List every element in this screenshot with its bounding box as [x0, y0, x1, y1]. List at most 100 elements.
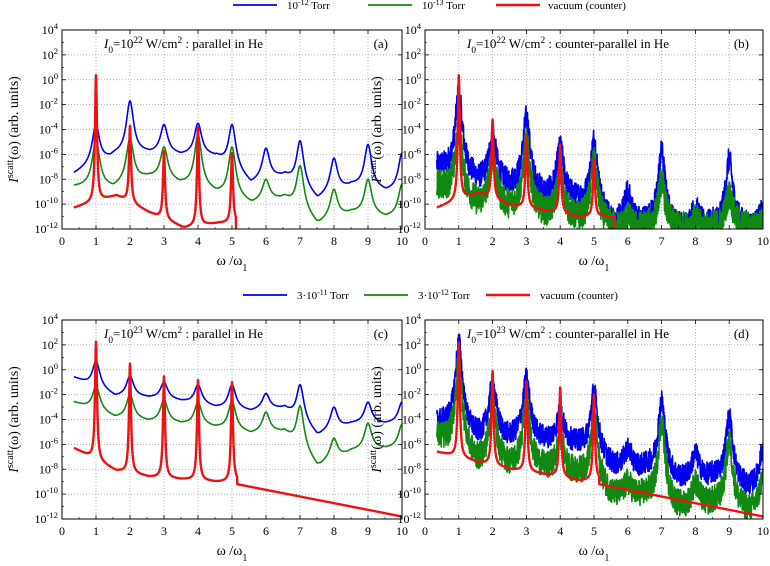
y-tick-label: 10-12 [35, 220, 59, 236]
x-tick-label: 4 [557, 524, 563, 538]
y-tick-label: 104 [42, 21, 59, 37]
x-tick-label: 7 [659, 234, 665, 248]
legend-label: 3·10 [297, 290, 318, 302]
series-line-1 [73, 100, 402, 197]
x-tick-label: 5 [229, 524, 235, 538]
series-line-3 [435, 341, 763, 518]
x-tick-label: 3 [161, 234, 167, 248]
x-axis-label: ω /ω1 [579, 544, 610, 564]
panel-d: 0 1 2 3 4 5 6 7 8 9 1010-1210-1010-810-610-410-210… [368, 311, 770, 564]
y-tick-label: 10-2 [402, 386, 421, 402]
x-tick-label: 10 [757, 524, 769, 538]
legend-label: vacuum (counter) [540, 290, 618, 302]
y-tick-label: 10-12 [398, 510, 422, 526]
y-tick-label: 10-2 [39, 386, 58, 402]
y-tick-label: 10-6 [39, 435, 59, 451]
series-line-2 [73, 385, 402, 464]
x-tick-label: 2 [490, 524, 496, 538]
y-tick-label: 102 [42, 46, 58, 62]
y-tick-label: 10-8 [402, 460, 421, 476]
y-tick-label: 100 [42, 71, 58, 87]
annotation: I0=1023 W/cm2 : parallel in He [103, 326, 263, 346]
x-tick-label: 10 [757, 234, 769, 248]
y-axis-label: Iscatt(ω) (arb. units) [368, 366, 386, 474]
x-tick-label: 3 [161, 524, 167, 538]
x-tick-label: 7 [297, 234, 303, 248]
x-tick-label: 6 [263, 524, 269, 538]
y-axis-label: Iscatt(ω) (arb. units) [5, 76, 23, 184]
annotation: I0=1023 W/cm2 : counter-parallel in He [466, 326, 669, 346]
legend-1: 10-12 Torr 10-13 Torr vacuum (counter) [233, 0, 626, 12]
x-tick-label: 9 [726, 234, 732, 248]
y-tick-label: 100 [42, 361, 58, 377]
x-tick-label: 7 [297, 524, 303, 538]
y-tick-label: 10-10 [35, 485, 59, 501]
x-tick-label: 6 [625, 524, 631, 538]
x-axis-label: ω /ω1 [579, 254, 610, 274]
y-tick-label: 10-4 [39, 411, 59, 427]
x-tick-label: 10 [396, 524, 408, 538]
y-tick-label: 10-4 [402, 121, 422, 137]
legend-entry-2: 3·10-12 Torr [418, 288, 470, 303]
x-tick-label: 8 [692, 234, 698, 248]
y-tick-label: 104 [405, 21, 422, 37]
y-tick-label: 10-2 [402, 96, 421, 112]
y-tick-label: 10-6 [39, 145, 59, 161]
y-tick-label: 10-4 [39, 121, 59, 137]
y-tick-label: 10-8 [402, 170, 421, 186]
series-line-2 [73, 133, 402, 222]
series-line-3 [435, 73, 616, 229]
legend-entry-3: vacuum (counter) [540, 290, 618, 302]
x-tick-label: 3 [523, 524, 529, 538]
x-tick-label: 4 [557, 234, 563, 248]
y-tick-label: 10-2 [39, 96, 58, 112]
x-tick-label: 5 [591, 524, 597, 538]
x-tick-label: 6 [625, 234, 631, 248]
panel-a: 0 1 2 3 4 5 6 7 8 9 10 10-12 10-10 10-8 10-6 10-4 10-2 10… [5, 21, 409, 274]
y-axis-label: Iscatt(ω) (arb. units) [5, 366, 23, 474]
x-tick-label: 9 [726, 524, 732, 538]
y-tick-label: 10-6 [402, 145, 422, 161]
y-tick-label: 10-8 [39, 170, 58, 186]
x-tick-label: 0 [59, 234, 65, 248]
series-group [435, 333, 763, 519]
panel-label: (b) [734, 36, 749, 51]
x-tick-label: 0 [59, 524, 65, 538]
x-tick-label: 1 [456, 524, 462, 538]
panel-label: (d) [734, 326, 749, 341]
x-tick-label: 9 [365, 234, 371, 248]
y-tick-label: 102 [405, 46, 421, 62]
x-tick-label: 8 [331, 524, 337, 538]
x-tick-label: 6 [263, 234, 269, 248]
y-tick-label: 104 [42, 311, 59, 327]
x-tick-label: 4 [195, 234, 201, 248]
legend-entry-3: vacuum (counter) [548, 0, 626, 12]
x-tick-label: 1 [456, 234, 462, 248]
x-tick-label: 2 [127, 234, 133, 248]
y-tick-label: 102 [42, 336, 58, 352]
x-tick-label: 0 [422, 234, 428, 248]
legend-label: vacuum (counter) [548, 0, 626, 12]
x-tick-label: 9 [365, 524, 371, 538]
y-tick-label: 10-4 [402, 411, 422, 427]
legend-entry-2: 10-13 Torr [422, 0, 465, 12]
y-tick-label: 10-12 [35, 510, 59, 526]
y-tick-label: 10-10 [35, 195, 59, 211]
x-tick-label: 2 [490, 234, 496, 248]
x-tick-label: 7 [659, 524, 665, 538]
panel-c: 0 1 2 3 4 5 6 7 8 9 10 10-12 10-10 10-8 10-6 10-4 10-2 10… [5, 311, 409, 564]
x-tick-label: 4 [195, 524, 201, 538]
x-tick-label: 5 [591, 234, 597, 248]
legend-2: 3·10-11 Torr 3·10-12 Torr vacuum (counter) [243, 288, 618, 303]
annotation: I0=1022 W/cm2 : parallel in He [103, 36, 263, 56]
x-tick-label: 1 [93, 524, 99, 538]
y-tick-label: 100 [405, 71, 421, 87]
x-tick-label: 3 [523, 234, 529, 248]
series-line-3 [72, 340, 402, 518]
y-tick-label: 10-10 [398, 485, 422, 501]
y-axis-label: Iscatt(ω) (arb. units) [368, 76, 386, 184]
x-tick-label: 8 [692, 524, 698, 538]
series-line-3 [72, 73, 238, 229]
y-tick-label: 100 [405, 361, 421, 377]
